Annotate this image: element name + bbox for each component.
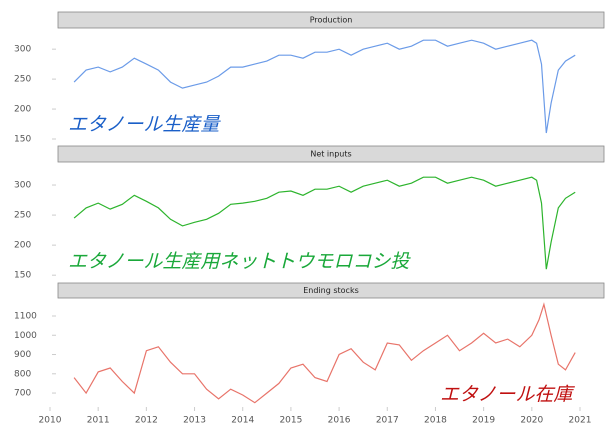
panel-title: Ending stocks [303, 286, 359, 295]
strip [57, 282, 605, 299]
x-tick-label: 2020 [520, 416, 543, 426]
y-tick-label: 700 [14, 389, 31, 399]
y-tick-label: 200 [14, 105, 31, 115]
y-tick-label: 900 [14, 350, 31, 360]
y-tick-label: 1000 [14, 331, 37, 341]
x-tick-label: 2021 [569, 416, 592, 426]
panel-title: Production [310, 16, 353, 25]
annotation: エタノール生産量 [68, 114, 221, 136]
panel-title: Net inputs [310, 150, 351, 159]
y-tick-label: 250 [14, 75, 31, 85]
x-tick-label: 2017 [376, 416, 399, 426]
y-tick-label: 300 [14, 181, 31, 191]
strip [57, 145, 605, 163]
x-tick-label: 2018 [424, 416, 447, 426]
x-tick-label: 2015 [279, 416, 302, 426]
annotation: エタノール在庫 [440, 384, 575, 406]
x-tick-label: 2010 [39, 416, 62, 426]
x-tick-label: 2011 [87, 416, 110, 426]
y-tick-label: 800 [14, 369, 31, 379]
line [73, 39, 576, 134]
x-tick-label: 2019 [472, 416, 495, 426]
y-tick-label: 300 [14, 45, 31, 55]
x-tick-label: 2016 [328, 416, 351, 426]
y-tick-label: 1100 [14, 311, 37, 321]
y-tick-label: 200 [14, 241, 31, 251]
y-tick-label: 250 [14, 211, 31, 221]
y-tick-label: 150 [14, 271, 31, 281]
y-tick-label: 150 [14, 135, 31, 145]
line [73, 302, 576, 404]
annotation: エタノール生産用ネットトウモロコシ投 [68, 251, 411, 273]
x-tick-label: 2012 [135, 416, 158, 426]
strip [57, 11, 605, 29]
line [73, 176, 576, 270]
x-tick-label: 2013 [183, 416, 206, 426]
x-tick-label: 2014 [231, 416, 254, 426]
